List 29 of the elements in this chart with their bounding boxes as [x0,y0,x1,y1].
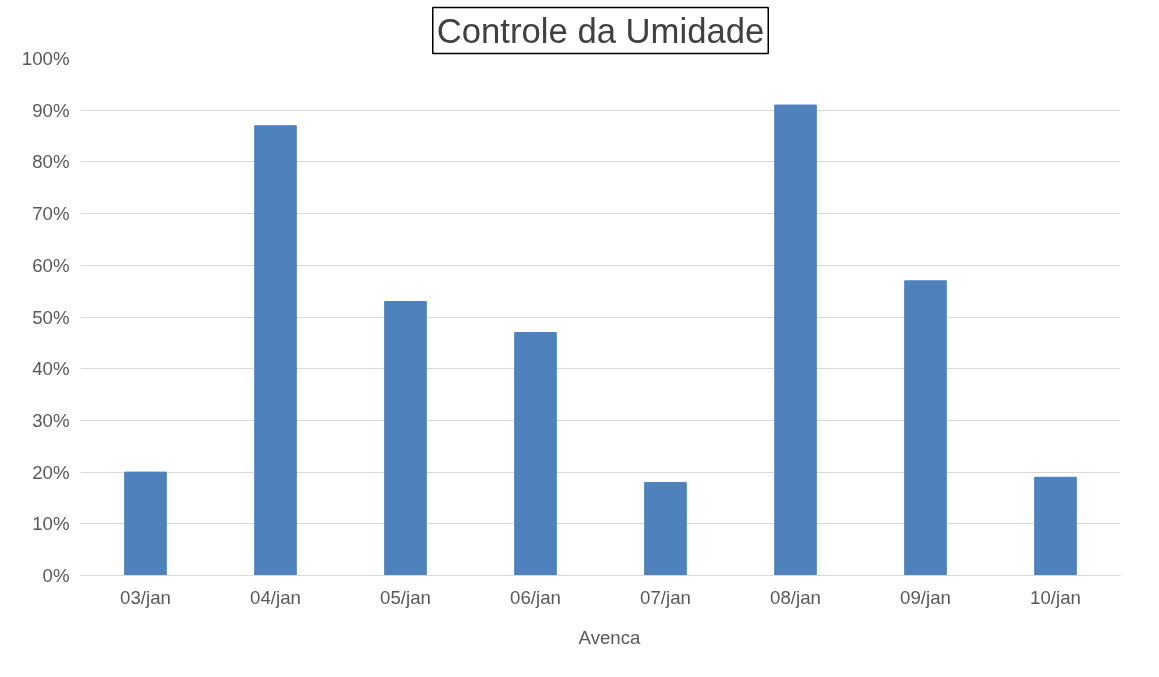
bar [644,481,687,576]
bar [124,471,167,576]
x-tick-label: 03/jan [120,586,171,608]
bar [254,125,297,576]
bar [904,280,947,576]
y-tick-label: 60% [32,254,70,276]
y-tick-label: 80% [32,151,70,173]
text: Avenca [578,626,641,649]
y-tick-label: 90% [32,99,70,121]
x-tick-label: 09/jan [900,586,951,608]
y-tick-label: 40% [32,358,70,380]
y-tick-label: 70% [32,203,70,225]
chart-title: Controle da Umidade [436,11,765,50]
y-tick-label: 100% [21,48,70,69]
x-tick-label: 08/jan [770,586,821,608]
y-tick-label: 10% [32,513,70,535]
x-tick-label: 04/jan [250,586,301,608]
y-tick-label: 0% [42,565,70,586]
y-tick-label: 30% [32,409,70,431]
bar [1034,476,1077,576]
bar [514,332,557,576]
x-tick-label: 07/jan [640,586,691,608]
bar [384,300,427,576]
x-tick-label: 06/jan [510,586,561,608]
y-tick-label: 50% [32,306,70,328]
x-tick-label: 05/jan [380,586,431,608]
bar [774,104,817,576]
y-tick-label: 20% [32,461,70,483]
x-tick-label: 10/jan [1030,586,1081,608]
